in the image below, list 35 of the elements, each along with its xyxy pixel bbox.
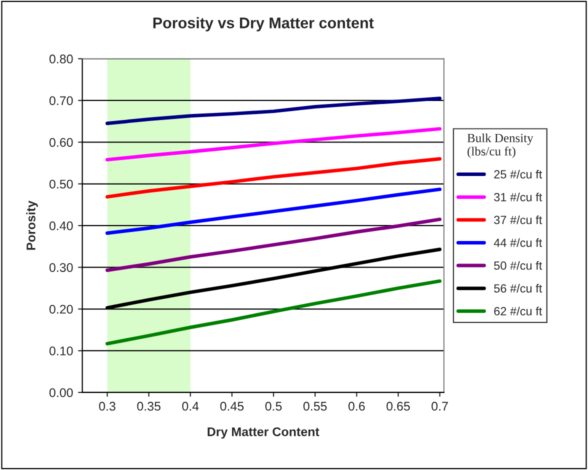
y-tick-label: 0.70 <box>49 96 73 106</box>
line-series <box>106 218 442 272</box>
legend-title: Bulk Density (lbs/cu ft) <box>467 133 534 158</box>
y-tick-label: 0.50 <box>49 180 73 189</box>
y-tick-label: 0.10 <box>49 346 73 356</box>
x-tick-label: 0.55 <box>303 402 327 411</box>
line-series <box>106 188 442 235</box>
legend-label: 31 #/cu ft <box>494 192 542 202</box>
x-tick-label: 0.4 <box>182 402 199 411</box>
line-series <box>106 127 442 162</box>
y-tick-label: 0.00 <box>49 388 73 398</box>
y-tick-label: 0.80 <box>49 54 73 64</box>
x-tick-label: 0.45 <box>220 402 244 411</box>
legend-label: 56 #/cu ft <box>494 284 542 293</box>
legend-label: 50 #/cu ft <box>494 261 542 270</box>
x-tick-label: 0.5 <box>265 402 282 411</box>
x-tick-label: 0.7 <box>432 402 448 411</box>
x-tick-label: 0.35 <box>137 402 160 411</box>
x-axis-title: Dry Matter Content <box>208 427 320 439</box>
x-tick-label: 0.6 <box>348 402 365 411</box>
legend-label: 25 #/cu ft <box>494 170 542 179</box>
legend-label: 44 #/cu ft <box>494 238 542 247</box>
chart-title: Porosity vs Dry Matter content <box>153 17 374 32</box>
line-series <box>106 279 442 346</box>
y-axis-title: Porosity <box>26 200 38 250</box>
x-tick-label: 0.3 <box>99 402 116 411</box>
y-tick-label: 0.20 <box>49 304 73 314</box>
line-series <box>106 157 442 199</box>
y-tick-label: 0.60 <box>49 138 73 147</box>
x-tick-label: 0.65 <box>386 402 410 411</box>
legend-label: 37 #/cu ft <box>494 215 542 224</box>
y-tick-label: 0.40 <box>49 221 73 230</box>
y-tick-label: 0.30 <box>49 263 73 272</box>
line-series <box>106 96 442 126</box>
legend-label: 62 #/cu ft <box>494 306 542 316</box>
